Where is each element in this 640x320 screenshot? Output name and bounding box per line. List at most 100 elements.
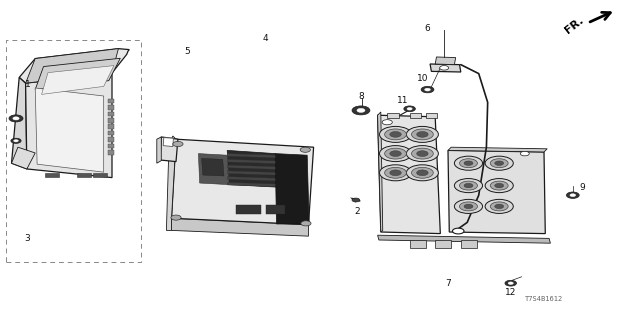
Circle shape bbox=[490, 181, 508, 190]
Polygon shape bbox=[378, 112, 383, 232]
Circle shape bbox=[505, 280, 516, 286]
Text: 8: 8 bbox=[359, 92, 364, 100]
Polygon shape bbox=[448, 147, 547, 152]
Polygon shape bbox=[378, 235, 550, 243]
Text: 11: 11 bbox=[397, 96, 409, 105]
Circle shape bbox=[406, 126, 438, 142]
Bar bbox=[108, 118, 114, 123]
Polygon shape bbox=[12, 77, 27, 169]
Polygon shape bbox=[19, 49, 129, 83]
Polygon shape bbox=[157, 137, 161, 163]
Circle shape bbox=[464, 161, 473, 165]
Circle shape bbox=[13, 140, 19, 142]
Circle shape bbox=[421, 86, 434, 93]
Bar bbox=[108, 112, 114, 116]
Circle shape bbox=[485, 156, 513, 170]
Circle shape bbox=[454, 199, 483, 213]
Circle shape bbox=[357, 108, 365, 112]
Bar bbox=[45, 173, 59, 177]
Text: 2: 2 bbox=[355, 207, 360, 216]
Text: T7S4B1612: T7S4B1612 bbox=[525, 296, 563, 302]
Text: 4: 4 bbox=[263, 34, 268, 43]
Circle shape bbox=[380, 165, 412, 181]
Text: 5: 5 bbox=[185, 47, 190, 56]
Circle shape bbox=[390, 132, 401, 137]
Circle shape bbox=[460, 202, 477, 211]
Circle shape bbox=[390, 170, 401, 176]
Bar bbox=[410, 113, 421, 118]
Polygon shape bbox=[227, 150, 278, 187]
Polygon shape bbox=[160, 137, 178, 162]
Circle shape bbox=[454, 156, 483, 170]
Circle shape bbox=[407, 108, 412, 110]
Polygon shape bbox=[227, 182, 275, 187]
Circle shape bbox=[300, 147, 310, 152]
Circle shape bbox=[485, 179, 513, 193]
Circle shape bbox=[460, 181, 477, 190]
Text: 3: 3 bbox=[25, 234, 30, 243]
Circle shape bbox=[301, 221, 311, 226]
Circle shape bbox=[173, 141, 183, 147]
Bar bbox=[410, 240, 426, 248]
Polygon shape bbox=[35, 88, 104, 172]
Circle shape bbox=[382, 120, 392, 125]
Polygon shape bbox=[227, 171, 275, 175]
Circle shape bbox=[380, 146, 412, 162]
Circle shape bbox=[380, 126, 412, 142]
Polygon shape bbox=[26, 73, 112, 178]
Text: 6: 6 bbox=[425, 24, 430, 33]
Circle shape bbox=[464, 204, 473, 209]
Circle shape bbox=[570, 194, 576, 196]
Bar bbox=[77, 173, 91, 177]
Polygon shape bbox=[227, 154, 275, 158]
Circle shape bbox=[460, 159, 477, 168]
Circle shape bbox=[454, 179, 483, 193]
Polygon shape bbox=[236, 205, 261, 214]
Polygon shape bbox=[163, 138, 173, 147]
Circle shape bbox=[520, 151, 529, 156]
Bar bbox=[461, 240, 477, 248]
Polygon shape bbox=[12, 147, 35, 169]
Circle shape bbox=[495, 183, 504, 188]
Text: 1: 1 bbox=[25, 80, 30, 89]
Circle shape bbox=[508, 282, 513, 284]
Bar bbox=[435, 240, 451, 248]
Circle shape bbox=[406, 165, 438, 181]
Circle shape bbox=[490, 159, 508, 168]
Circle shape bbox=[417, 151, 428, 156]
Circle shape bbox=[352, 198, 360, 202]
Circle shape bbox=[385, 167, 406, 178]
Polygon shape bbox=[172, 218, 308, 236]
Circle shape bbox=[417, 132, 428, 137]
Bar bbox=[108, 124, 114, 129]
Circle shape bbox=[412, 148, 433, 159]
Polygon shape bbox=[435, 57, 456, 65]
Circle shape bbox=[425, 88, 431, 91]
Polygon shape bbox=[35, 58, 120, 90]
Bar bbox=[108, 99, 114, 103]
Polygon shape bbox=[42, 66, 114, 94]
Polygon shape bbox=[227, 165, 275, 169]
Polygon shape bbox=[172, 139, 314, 225]
Polygon shape bbox=[227, 159, 275, 164]
Polygon shape bbox=[275, 154, 309, 224]
Polygon shape bbox=[378, 115, 440, 234]
Text: 7: 7 bbox=[445, 279, 451, 288]
Text: FR.: FR. bbox=[564, 15, 586, 35]
Bar bbox=[108, 144, 114, 148]
Polygon shape bbox=[202, 158, 224, 176]
Circle shape bbox=[404, 106, 415, 112]
Bar bbox=[93, 173, 107, 177]
Circle shape bbox=[417, 170, 428, 176]
Circle shape bbox=[485, 199, 513, 213]
Circle shape bbox=[171, 215, 181, 220]
Polygon shape bbox=[266, 205, 285, 214]
Bar bbox=[108, 131, 114, 135]
Circle shape bbox=[390, 151, 401, 156]
Polygon shape bbox=[227, 177, 275, 181]
Polygon shape bbox=[448, 150, 545, 234]
Circle shape bbox=[385, 148, 406, 159]
Bar bbox=[108, 150, 114, 155]
Polygon shape bbox=[166, 136, 176, 230]
Circle shape bbox=[9, 115, 23, 122]
